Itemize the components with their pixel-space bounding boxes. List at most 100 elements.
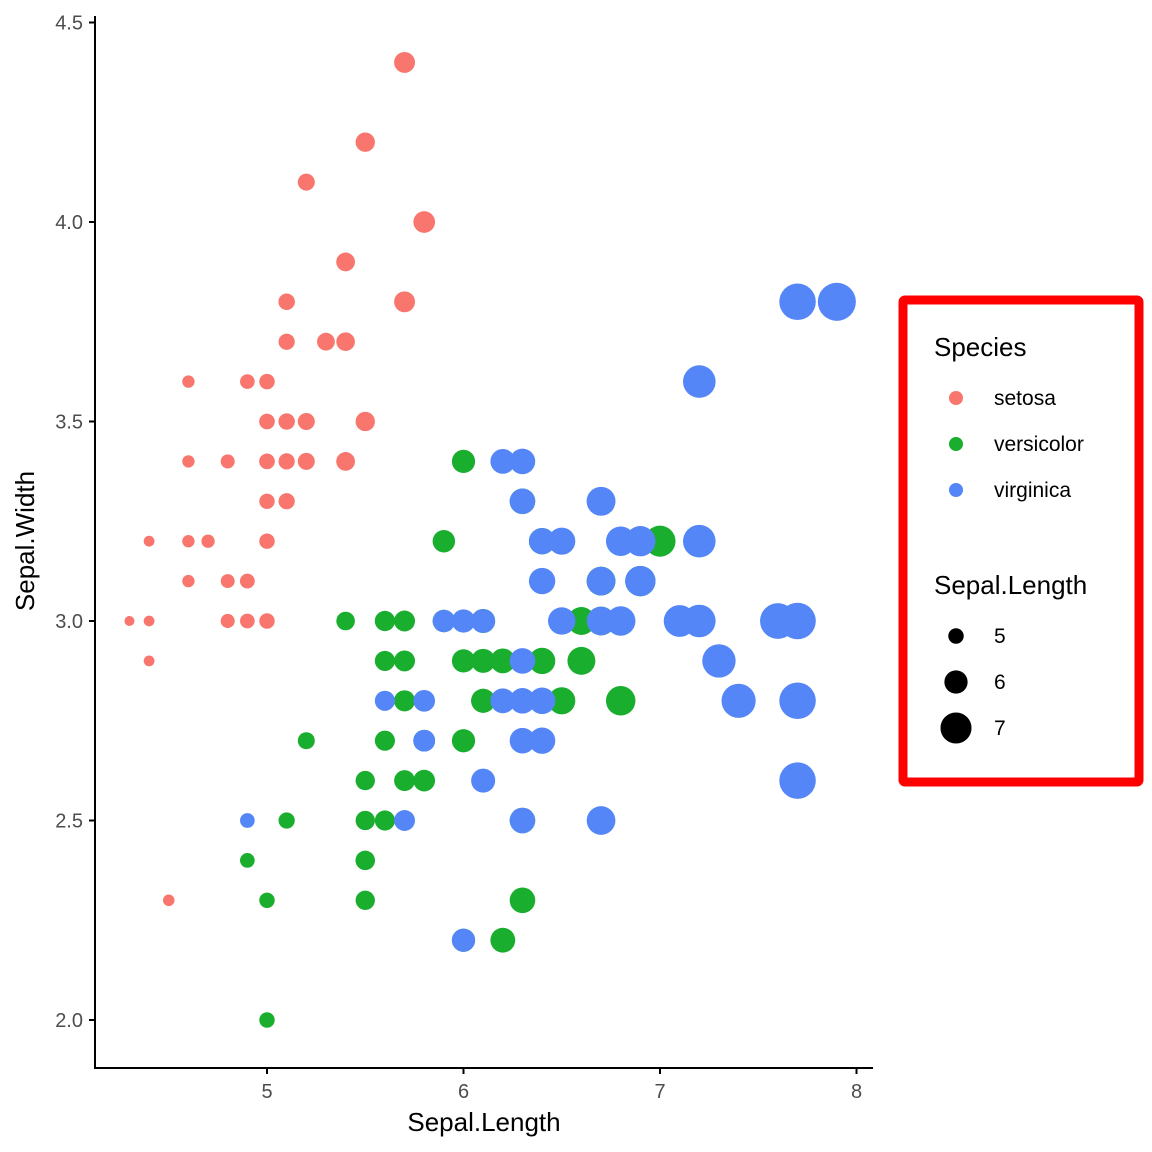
data-point-setosa	[240, 573, 255, 589]
data-point-virginica	[528, 727, 556, 754]
data-point-virginica	[528, 567, 556, 595]
legend-size-key	[940, 712, 972, 744]
data-point-setosa	[278, 333, 295, 350]
data-point-versicolor	[471, 688, 496, 713]
data-point-setosa	[259, 413, 275, 430]
x-tick-label: 5	[261, 1081, 272, 1103]
legend-label-virginica: virginica	[994, 479, 1071, 502]
data-point-virginica	[548, 607, 576, 635]
color-legend-entries: setosa versicolor virginica	[949, 387, 1084, 502]
data-point-setosa	[278, 453, 295, 470]
y-tick-label: 4.5	[55, 13, 83, 35]
data-point-setosa	[297, 452, 315, 470]
data-point-virginica	[432, 609, 456, 633]
legend-size-label: 5	[994, 625, 1006, 648]
x-axis-title: Sepal.Length	[407, 1107, 560, 1137]
data-point-setosa	[240, 613, 255, 629]
data-point-versicolor	[394, 650, 416, 672]
data-point-versicolor	[471, 648, 496, 673]
data-point-virginica	[779, 682, 816, 720]
data-point-versicolor	[355, 770, 375, 791]
data-point-setosa	[259, 613, 275, 629]
data-point-setosa	[182, 375, 195, 388]
data-point-virginica	[721, 683, 756, 718]
data-point-virginica	[779, 602, 816, 640]
data-point-virginica	[394, 810, 416, 831]
data-point-setosa	[162, 894, 175, 907]
data-point-versicolor	[374, 810, 395, 831]
data-point-virginica	[817, 282, 856, 321]
data-point-setosa	[278, 493, 295, 510]
data-point-virginica	[682, 365, 716, 398]
data-point-versicolor	[394, 770, 416, 792]
data-point-setosa	[394, 291, 416, 313]
data-point-virginica	[779, 762, 816, 799]
y-tick-label: 3.5	[55, 412, 83, 434]
data-point-versicolor	[355, 890, 375, 910]
data-point-versicolor	[490, 648, 516, 674]
data-point-virginica	[509, 488, 536, 515]
data-point-versicolor	[413, 769, 436, 792]
data-point-virginica	[471, 608, 496, 634]
data-point-versicolor	[374, 650, 395, 671]
data-point-virginica	[605, 526, 636, 556]
data-point-versicolor	[374, 730, 395, 751]
data-point-versicolor	[567, 607, 596, 635]
data-point-setosa	[182, 455, 195, 468]
data-point-setosa	[124, 616, 135, 626]
data-point-virginica	[374, 690, 395, 711]
size-legend-entries: 5 6 7	[940, 625, 1006, 744]
legend-size-key	[944, 670, 968, 694]
data-point-setosa	[336, 252, 355, 272]
data-point-versicolor	[374, 610, 395, 632]
data-point-virginica	[586, 606, 616, 636]
y-ticks: 2.0 2.5 3.0 3.5 4.0 4.5	[55, 13, 95, 1032]
legend-size-label: 7	[994, 717, 1006, 740]
data-point-virginica	[586, 486, 616, 516]
data-point-versicolor	[432, 529, 456, 553]
y-tick-label: 2.0	[55, 1010, 83, 1032]
data-point-versicolor	[451, 729, 476, 753]
data-point-setosa	[317, 332, 335, 351]
data-point-setosa	[259, 453, 275, 470]
data-point-setosa	[259, 493, 275, 510]
data-point-virginica	[413, 689, 436, 712]
legend-species-title: Species	[934, 332, 1027, 362]
data-point-versicolor	[259, 1012, 275, 1028]
data-point-virginica	[509, 807, 536, 834]
data-point-versicolor	[548, 687, 576, 715]
data-point-versicolor	[394, 610, 416, 632]
data-point-versicolor	[490, 927, 516, 953]
data-point-virginica	[240, 813, 255, 828]
data-point-setosa	[182, 535, 195, 548]
data-point-setosa	[355, 411, 375, 432]
data-point-virginica	[490, 688, 516, 714]
data-point-versicolor	[355, 850, 375, 871]
data-point-setosa	[220, 454, 235, 469]
legend-label-versicolor: versicolor	[994, 433, 1084, 456]
x-tick-label: 8	[851, 1081, 862, 1103]
data-point-virginica	[586, 566, 616, 596]
legend-key-virginica	[949, 483, 963, 497]
data-point-virginica	[509, 648, 536, 674]
data-point-setosa	[220, 614, 235, 628]
data-point-virginica	[413, 729, 436, 752]
data-point-virginica	[451, 609, 476, 633]
data-point-virginica	[509, 688, 536, 714]
legend-key-versicolor	[949, 437, 963, 451]
data-point-versicolor	[278, 812, 295, 829]
data-point-setosa	[259, 373, 275, 390]
data-point-setosa	[240, 374, 255, 389]
x-ticks: 5 6 7 8	[261, 1068, 862, 1103]
x-axis: 5 6 7 8	[94, 1067, 873, 1103]
x-tick-label: 6	[458, 1081, 469, 1103]
data-point-virginica	[509, 448, 536, 475]
data-point-versicolor	[355, 810, 375, 831]
legend-key-setosa	[949, 391, 963, 405]
data-point-setosa	[143, 535, 155, 547]
y-tick-label: 2.5	[55, 811, 83, 833]
data-point-virginica	[509, 727, 536, 754]
data-point-virginica	[528, 687, 556, 714]
data-point-versicolor	[567, 646, 596, 675]
